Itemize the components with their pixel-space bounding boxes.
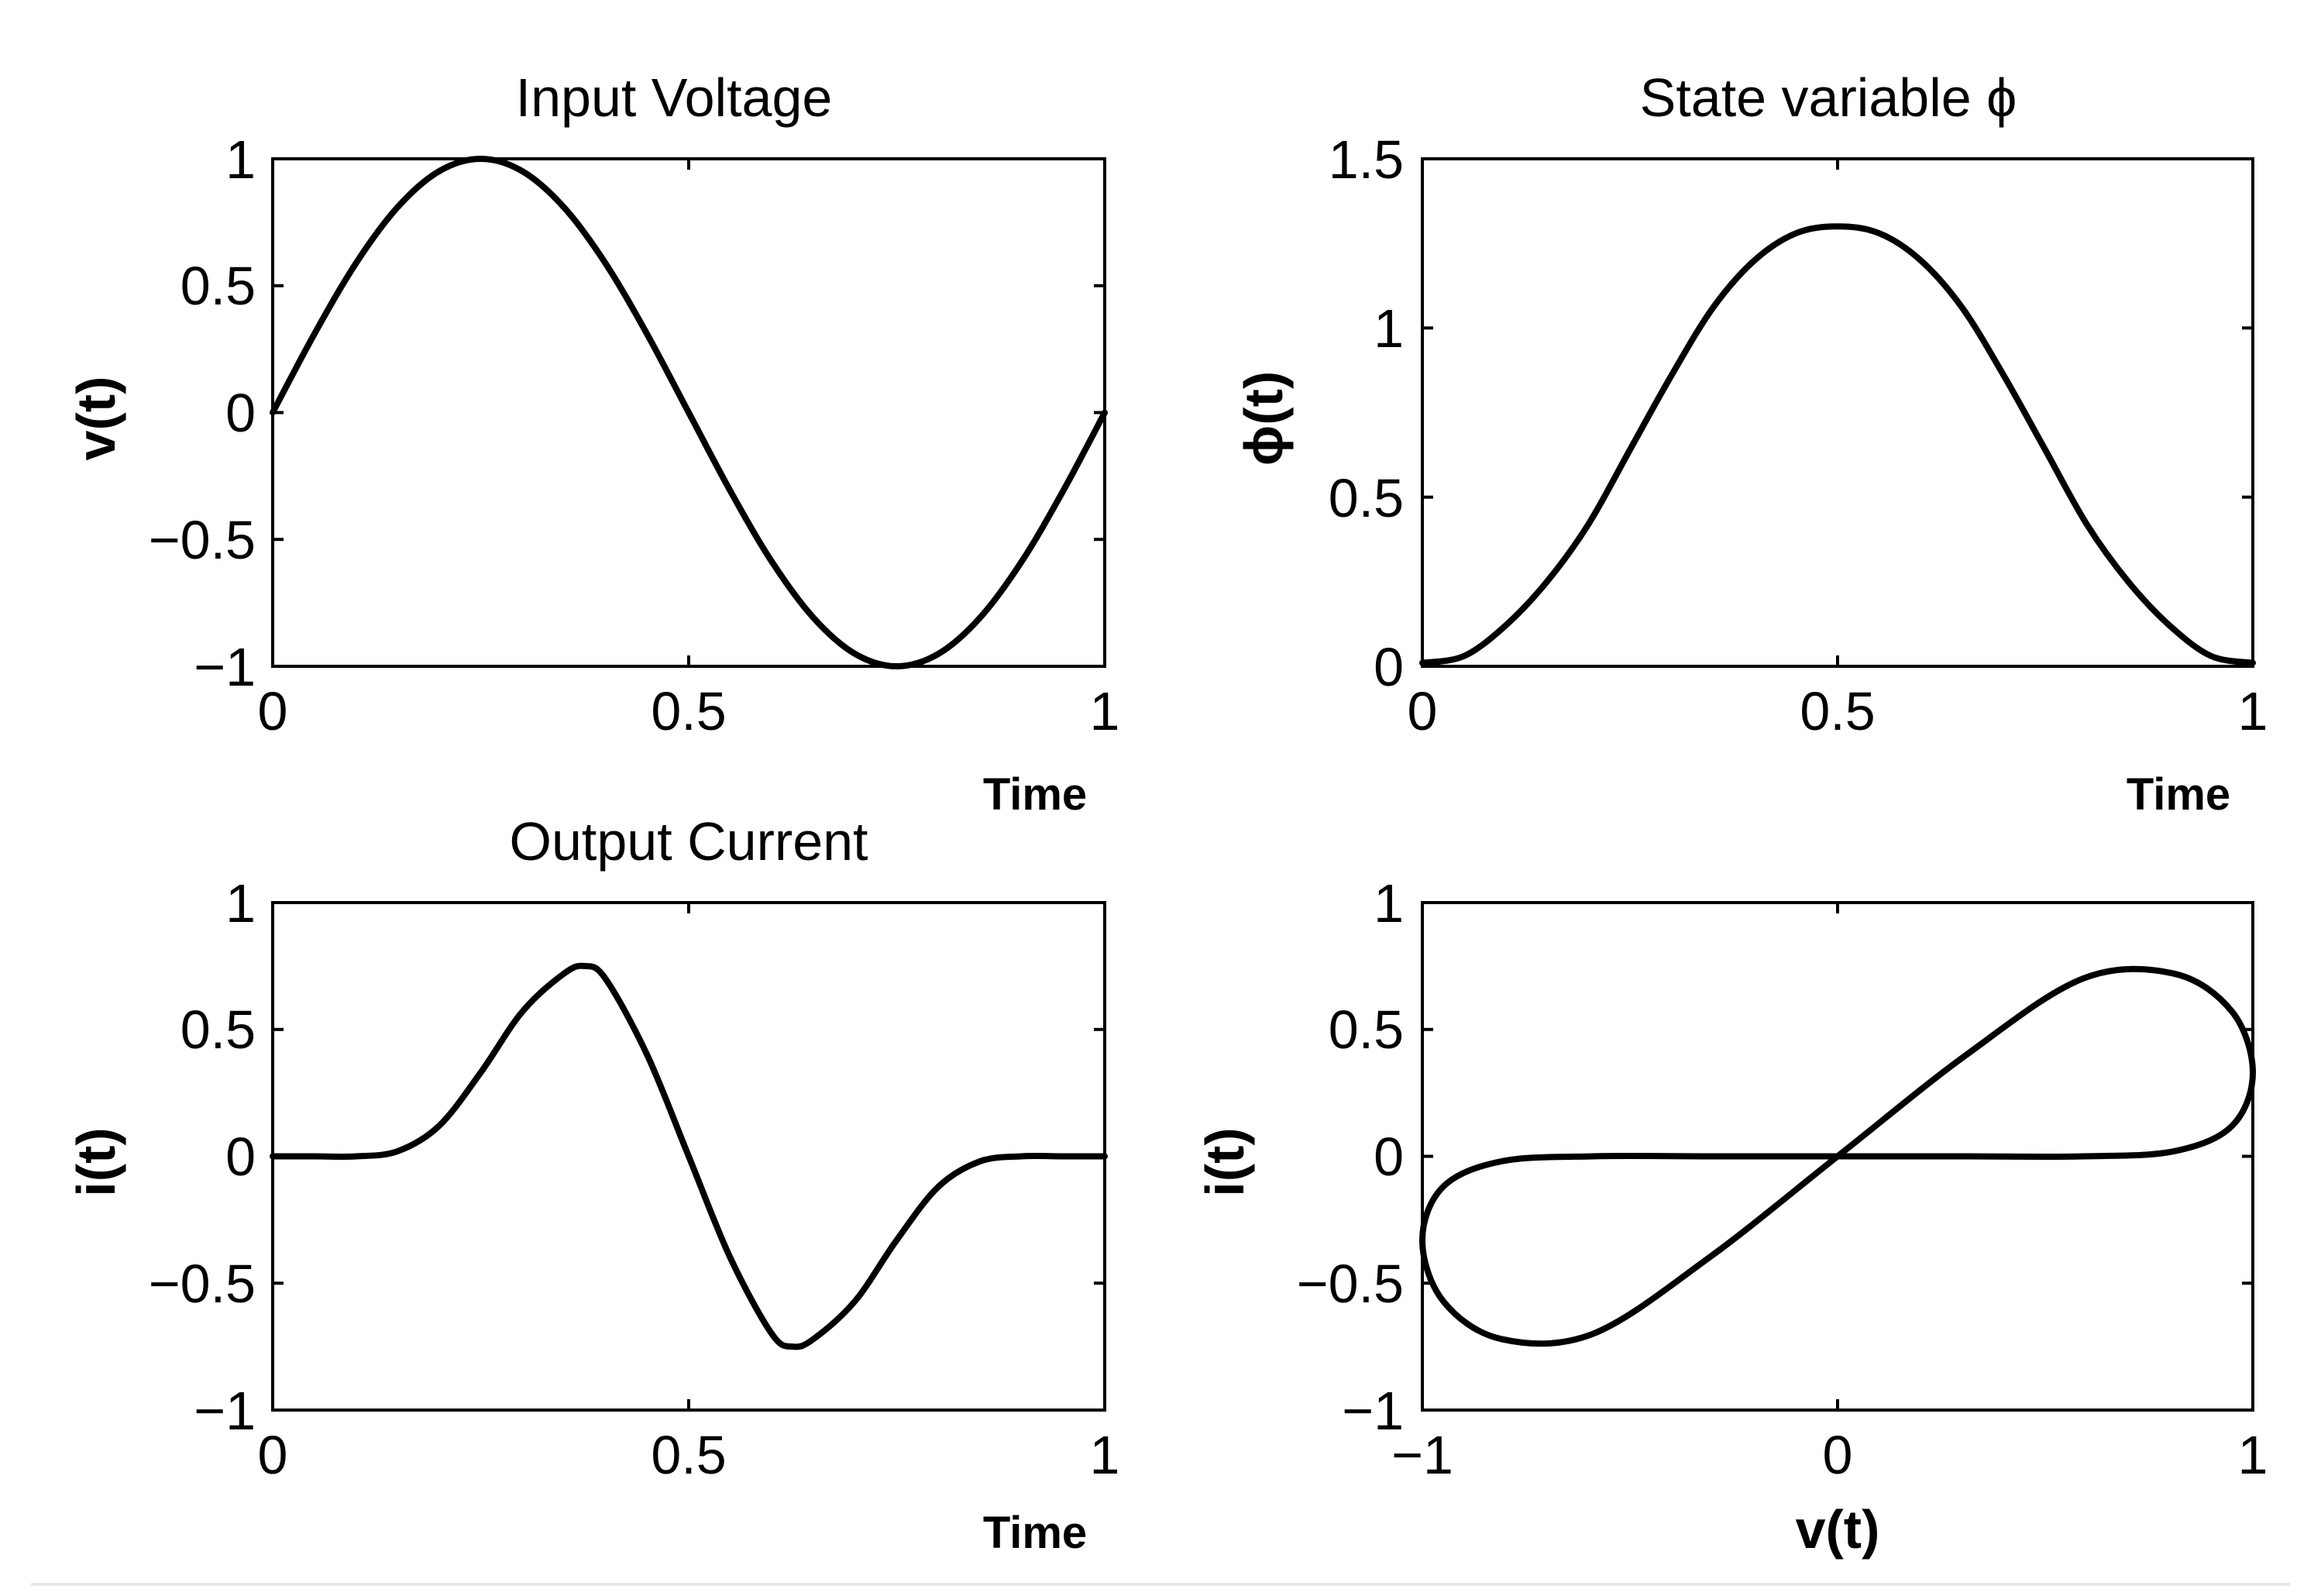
chart-title-state-variable: State variable ϕ	[1640, 67, 2017, 128]
y-tick-label: 0.5	[1329, 999, 1404, 1060]
y-tick-label: 0	[225, 1126, 256, 1187]
series-line-phi	[1419, 223, 2256, 666]
y-tick-label: 0.5	[181, 256, 256, 316]
series-line-i	[270, 962, 1108, 1350]
x-ticks-state-variable: 0 0.5 1	[1408, 681, 2268, 741]
x-axis-label-input-voltage: Time	[983, 769, 1087, 820]
y-ticks-output-current: −1 −0.5 0 0.5 1	[149, 873, 256, 1441]
y-tick-label: 1	[225, 129, 256, 190]
x-tick-label: 1	[2238, 1425, 2268, 1485]
y-tick-label: 1.5	[1329, 129, 1404, 190]
y-axis-label-output-current: i(t)	[66, 1127, 126, 1196]
y-axis-label-hysteresis: i(t)	[1195, 1127, 1255, 1196]
x-axis-label-hysteresis: v(t)	[1796, 1499, 1880, 1560]
x-tick-label: 1	[1090, 681, 1120, 741]
y-ticks-input-voltage: −1 −0.5 0 0.5 1	[149, 129, 256, 697]
y-tick-label: 1	[1374, 873, 1404, 934]
x-ticks-output-current: 0 0.5 1	[258, 1425, 1120, 1485]
y-tick-label: 0.5	[181, 999, 256, 1060]
panel-hysteresis: −1 −0.5 0 0.5 1 −1 0 1 i(t) v(t)	[1195, 873, 2268, 1560]
x-axis-label-state-variable: Time	[2127, 769, 2230, 820]
y-tick-label: −0.5	[149, 1254, 256, 1314]
y-tick-label: −1	[194, 637, 256, 697]
x-tick-label: 0.5	[651, 681, 726, 741]
x-tick-label: 0.5	[651, 1425, 726, 1485]
x-ticks-hysteresis: −1 0 1	[1391, 1425, 2268, 1485]
y-tick-label: 0.5	[1329, 468, 1404, 528]
y-tick-label: −0.5	[1297, 1254, 1404, 1314]
series-line-v	[270, 156, 1108, 669]
panel-output-current: Output Current −1 −0.5 0 0.5 1 0 0.5 1 T…	[66, 811, 1119, 1558]
y-tick-label: 1	[1374, 298, 1404, 359]
x-tick-label: −1	[1391, 1425, 1453, 1485]
y-ticks-hysteresis: −1 −0.5 0 0.5 1	[1297, 873, 1404, 1441]
panel-state-variable: State variable ϕ 0 0.5 1 1.5 0 0.5 1 Tim…	[1233, 67, 2268, 820]
chart-title-input-voltage: Input Voltage	[516, 67, 833, 128]
y-tick-label: 0	[1374, 637, 1404, 697]
x-tick-label: 0	[1408, 681, 1438, 741]
y-axis-label-state-variable: ϕ(t)	[1233, 371, 1294, 466]
y-tick-label: 0	[1374, 1126, 1404, 1187]
x-tick-label: 0.5	[1800, 681, 1875, 741]
series-line-i-vs-v	[1419, 965, 2256, 1347]
x-tick-label: 0	[258, 1425, 288, 1485]
y-tick-label: −1	[194, 1381, 256, 1441]
x-tick-label: 0	[1823, 1425, 1853, 1485]
y-tick-label: −0.5	[149, 510, 256, 570]
y-ticks-state-variable: 0 0.5 1 1.5	[1329, 129, 1404, 697]
y-tick-label: 1	[225, 873, 256, 934]
x-axis-label-output-current: Time	[983, 1508, 1087, 1558]
chart-title-output-current: Output Current	[510, 811, 868, 872]
panel-input-voltage: Input Voltage −1 −0.5 0 0.5 1 0 0.5 1 Ti…	[66, 67, 1119, 820]
y-axis-label-input-voltage: v(t)	[66, 377, 126, 461]
x-tick-label: 1	[1090, 1425, 1120, 1485]
x-ticks-input-voltage: 0 0.5 1	[258, 681, 1120, 741]
y-tick-label: −1	[1342, 1381, 1404, 1441]
x-tick-label: 0	[258, 681, 288, 741]
x-tick-label: 1	[2238, 681, 2268, 741]
y-tick-label: 0	[225, 383, 256, 443]
